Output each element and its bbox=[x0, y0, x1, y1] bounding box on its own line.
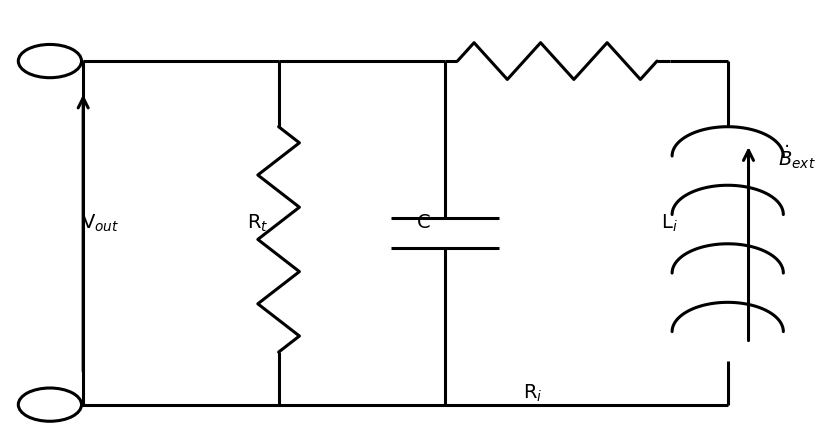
Text: $\dot{B}_{ext}$: $\dot{B}_{ext}$ bbox=[778, 144, 816, 171]
Text: V$_{out}$: V$_{out}$ bbox=[81, 212, 119, 234]
Text: R$_t$: R$_t$ bbox=[247, 212, 269, 234]
Text: R$_i$: R$_i$ bbox=[522, 383, 542, 405]
Text: L$_i$: L$_i$ bbox=[661, 212, 678, 234]
Text: C: C bbox=[417, 214, 431, 232]
